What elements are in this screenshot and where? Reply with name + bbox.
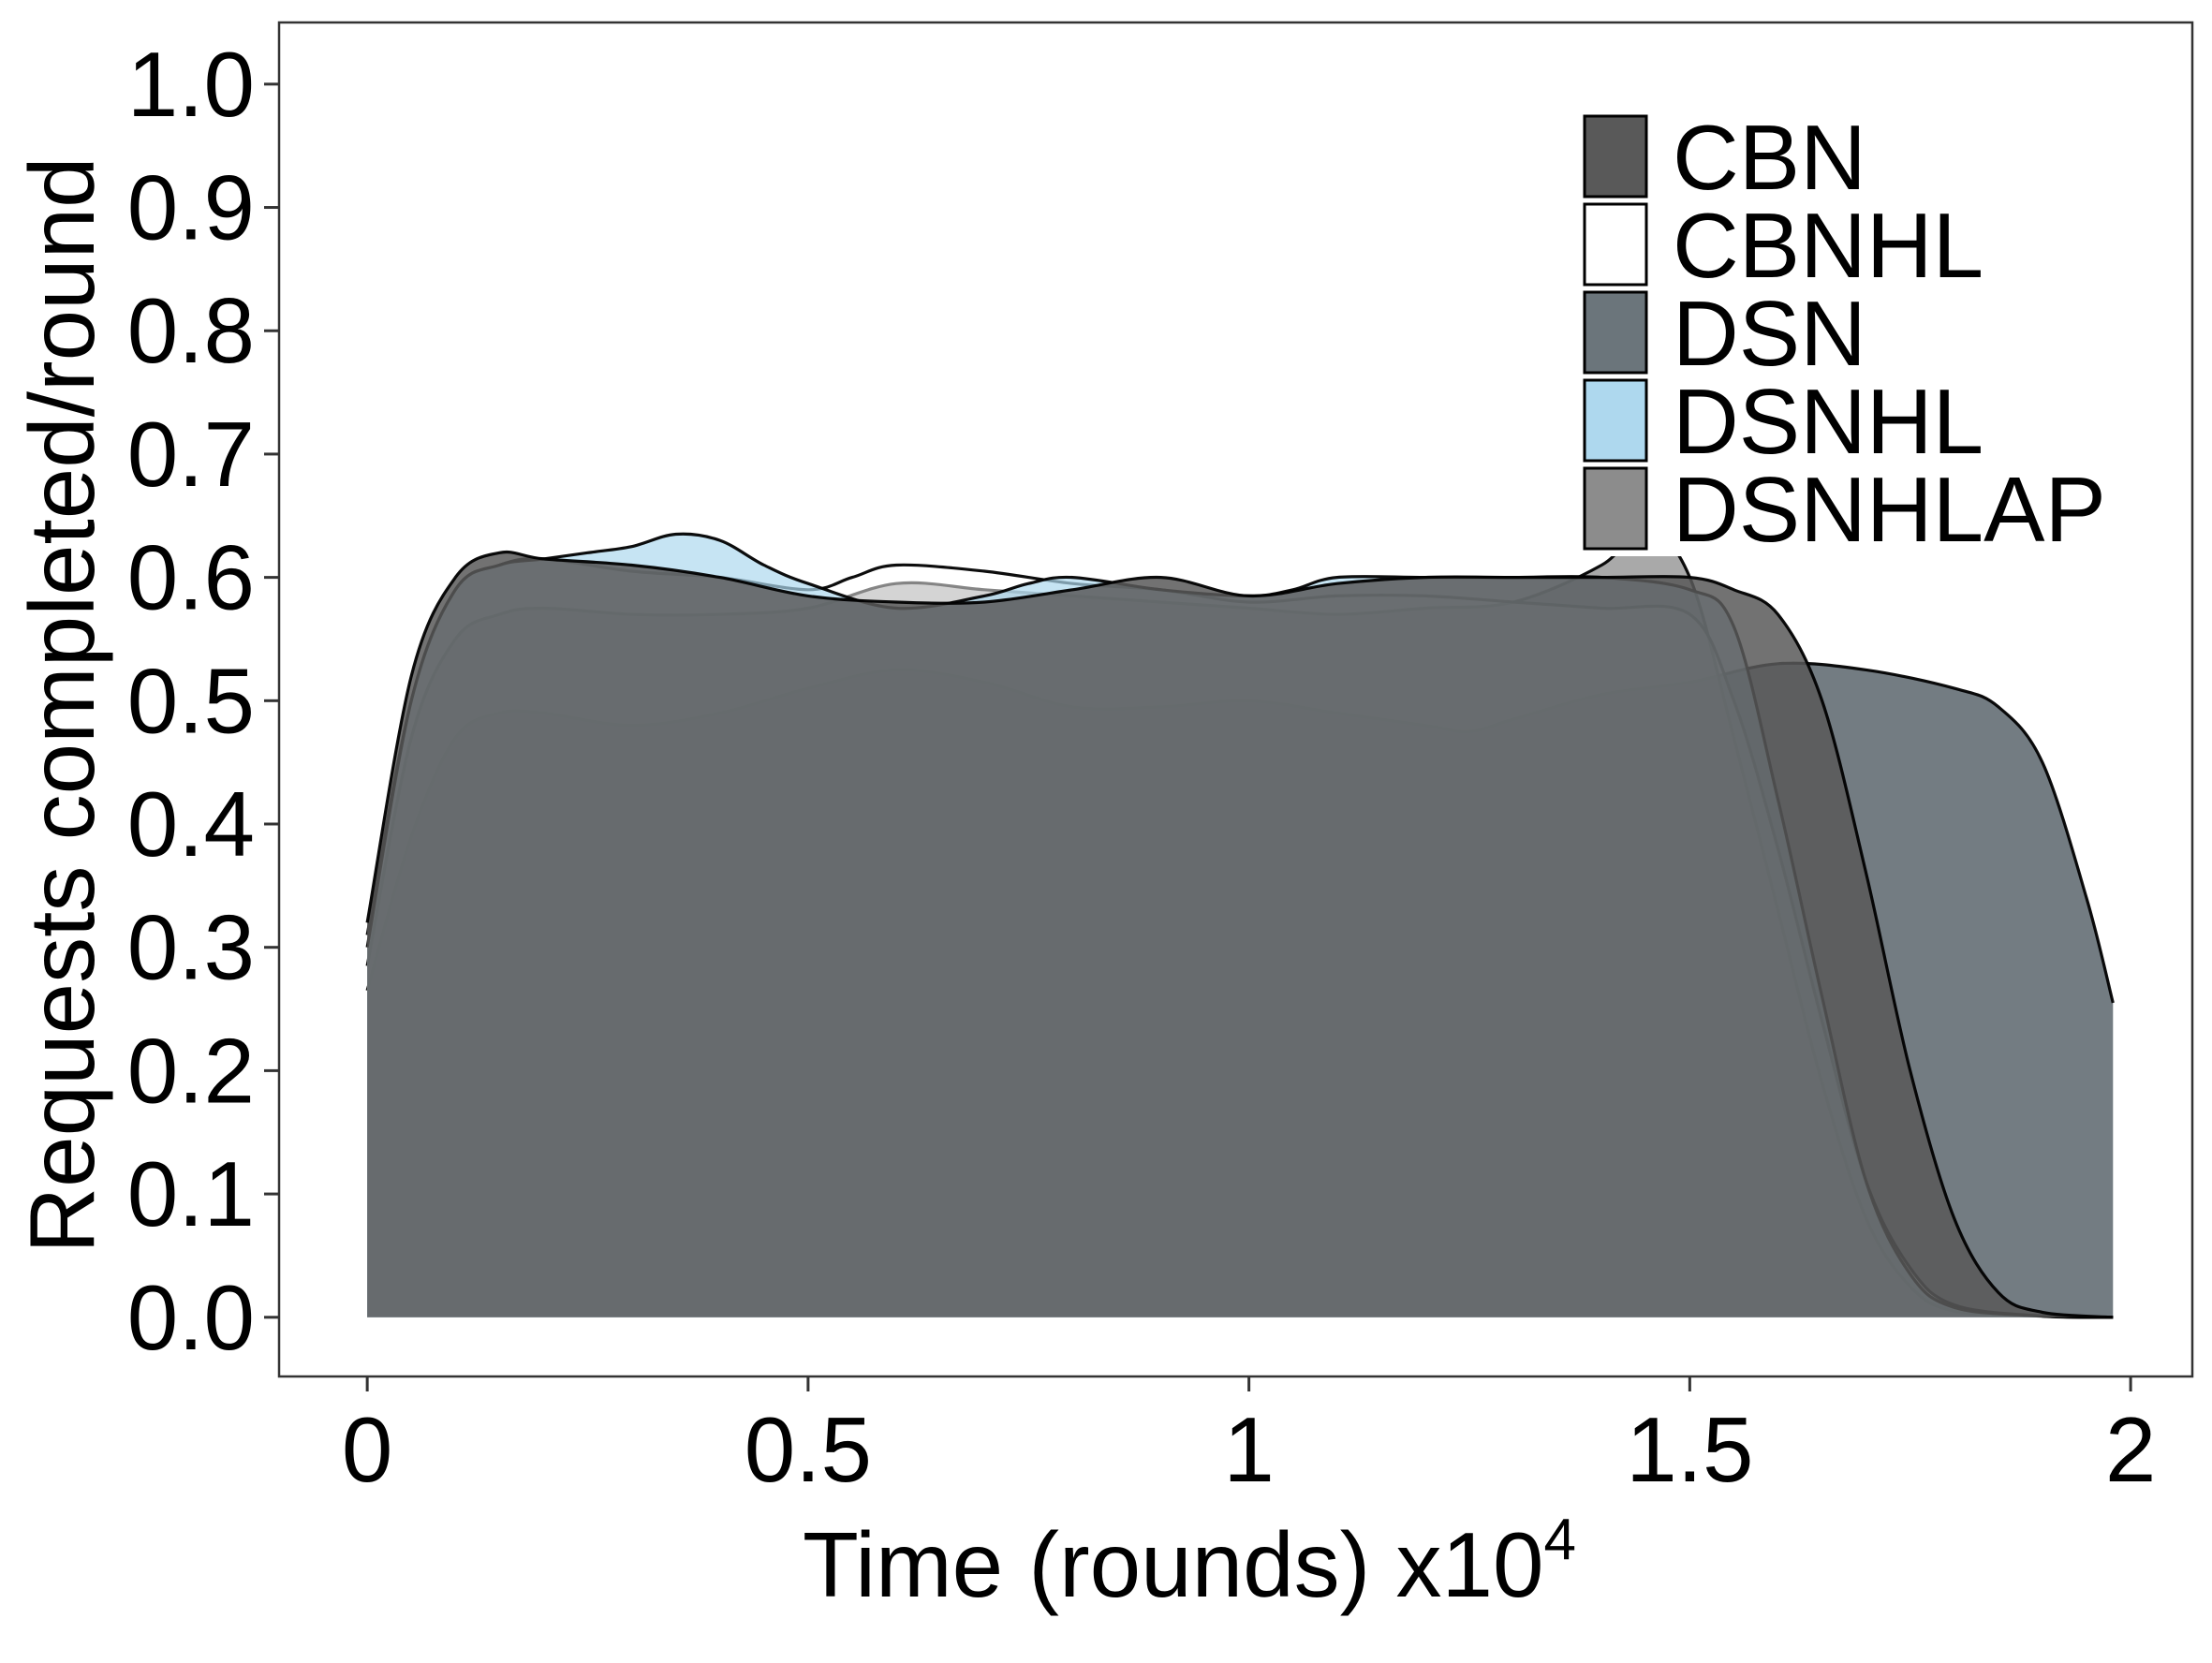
y-tick-label: 0.8: [127, 279, 255, 382]
y-tick-label: 0.3: [127, 896, 255, 999]
y-tick-label: 0.7: [127, 403, 255, 506]
y-tick-label: 0.6: [127, 526, 255, 629]
x-tick-label: 0.5: [745, 1398, 872, 1501]
y-tick-label: 1.0: [127, 33, 255, 136]
legend-swatch-cbnhl: [1583, 202, 1648, 287]
legend-swatch-dsn: [1583, 290, 1648, 375]
x-tick-label: 1.5: [1626, 1398, 1753, 1501]
y-tick-label: 0.5: [127, 649, 255, 752]
legend-label-dsnhl: DSNHL: [1673, 370, 1983, 473]
y-tick-label: 0.4: [127, 773, 255, 876]
x-axis-title-exponent: 4: [1544, 1508, 1576, 1572]
legend-swatch-dsnhl: [1583, 378, 1648, 463]
legend-swatch-cbn: [1583, 114, 1648, 199]
x-tick-label: 2: [2105, 1398, 2157, 1501]
legend-label-dsnhlap: DSNHLAP: [1673, 458, 2106, 561]
y-tick-label: 0.0: [127, 1266, 255, 1369]
legend-label-cbnhl: CBNHL: [1673, 194, 1983, 297]
x-tick-label: 0: [342, 1398, 393, 1501]
legend-label-cbn: CBN: [1673, 106, 1866, 209]
x-tick-label: 1: [1223, 1398, 1275, 1501]
y-tick-label: 0.9: [127, 156, 255, 259]
axis-layer: 0.0 0.1 0.2 0.3 0.4 0.5 0.6 0.7 0.8 0.9 1.0 0 0.5 1 1.…: [127, 21, 2194, 1501]
x-axis-title-text: Time (rounds) x10: [803, 1513, 1544, 1616]
legend-background: [1560, 105, 2113, 556]
legend-swatch-dsnhlap: [1583, 466, 1648, 551]
y-axis-title: Requests completed/round: [10, 156, 113, 1253]
plot-layer: [365, 526, 2115, 1319]
x-axis-title: Time (rounds) x104: [803, 1508, 1576, 1616]
y-tick-label: 0.1: [127, 1142, 255, 1245]
y-tick-label: 0.2: [127, 1019, 255, 1122]
line-cbn: [365, 550, 2114, 1319]
area-cbn: [367, 552, 2114, 1317]
legend-label-dsn: DSN: [1673, 282, 1866, 385]
